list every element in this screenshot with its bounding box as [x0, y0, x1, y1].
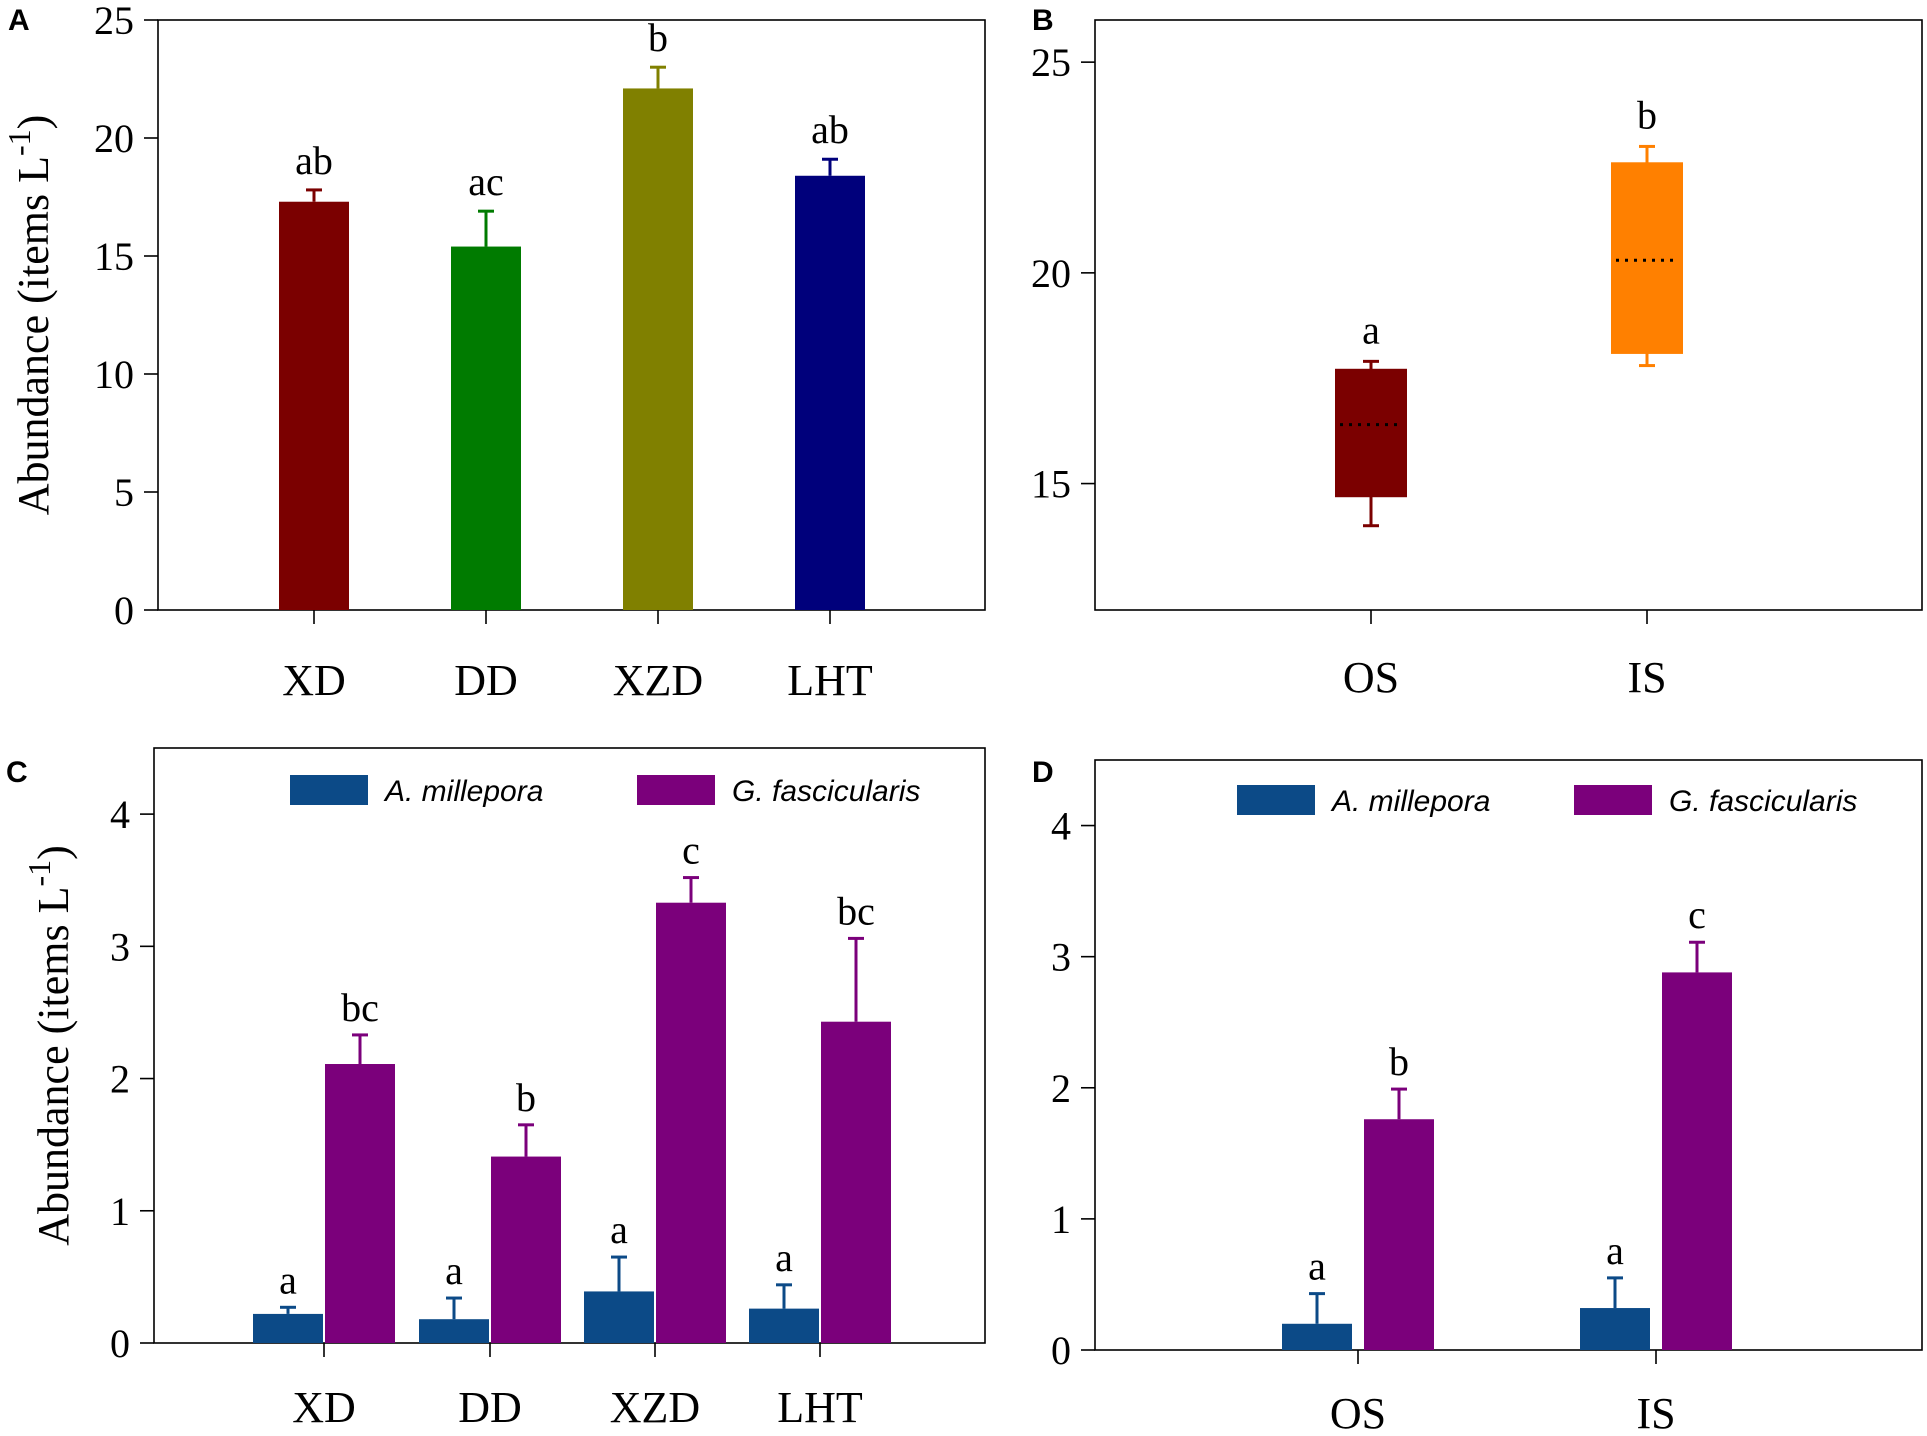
bar-XD-a-millepora: [253, 1313, 323, 1343]
y-tick-label-a: 5: [114, 470, 134, 515]
panel-label-B: B: [1032, 4, 1054, 37]
y-tick-label-b: 20: [1031, 251, 1071, 296]
legend-swatch: [1237, 785, 1315, 815]
x-tick-label-a: XD: [282, 656, 346, 705]
y-tick-label-d: 2: [1051, 1066, 1071, 1111]
significance-letter: c: [1688, 892, 1706, 937]
legend-swatch: [637, 775, 715, 805]
significance-letter: bc: [837, 888, 875, 933]
bar-XZD: [623, 88, 693, 610]
x-tick-label-b: IS: [1627, 653, 1666, 702]
y-tick-label-d: 4: [1051, 804, 1071, 849]
bar-DD-g-fascicularis: [491, 1156, 561, 1343]
significance-letter: a: [279, 1257, 297, 1302]
y-axis-label-text: Abundance (items L: [9, 156, 58, 515]
y-axis-label-sup: -1: [1, 129, 37, 156]
significance-letter: a: [775, 1235, 793, 1280]
y-tick-label-a: 0: [114, 588, 134, 633]
panel-c: Ca bc a b a c a bc A. millepora G. fascicularis 0 1…: [6, 747, 986, 1432]
significance-letter: b: [648, 15, 668, 60]
bar-LHT: [795, 175, 865, 610]
legend-label: A. millepora: [383, 775, 543, 808]
y-axis-label-sup: -1: [21, 860, 57, 887]
x-tick-label-a: LHT: [787, 656, 873, 705]
x-tick-label-d: IS: [1636, 1389, 1675, 1436]
bar-XZD-a-millepora: [584, 1291, 654, 1343]
x-tick-label-a: DD: [454, 656, 518, 705]
y-axis-label-close: ): [9, 115, 58, 130]
x-tick-label-c: XD: [292, 1383, 356, 1432]
bar-IS-g-fascicularis: [1662, 972, 1732, 1350]
bar-DD: [451, 246, 521, 610]
bar-OS-g-fascicularis: [1364, 1119, 1434, 1350]
legend-label: A. millepora: [1330, 785, 1490, 818]
significance-letter: bc: [341, 985, 379, 1030]
y-tick-label-d: 3: [1051, 935, 1071, 980]
significance-letter: b: [1389, 1039, 1409, 1084]
bar-XD: [279, 201, 349, 610]
bar-DD-a-millepora: [419, 1319, 489, 1343]
y-tick-label-b: 25: [1031, 40, 1071, 85]
legend-swatch: [1574, 785, 1652, 815]
significance-letter: b: [516, 1075, 536, 1120]
plot-frame-D: [1094, 759, 1923, 1351]
bar-IS-a-millepora: [1580, 1308, 1650, 1350]
y-tick-label-a: 10: [94, 352, 134, 397]
y-tick-label-c: 2: [110, 1057, 130, 1102]
plot-frame-C: [153, 747, 986, 1344]
significance-letter: b: [1637, 92, 1657, 137]
box-IS: [1611, 162, 1683, 354]
y-tick-label-a: 20: [94, 116, 134, 161]
y-tick-label-c: 0: [110, 1321, 130, 1366]
y-axis-label-text: Abundance (items L: [29, 887, 78, 1246]
y-tick-label-a: 25: [94, 0, 134, 43]
y-axis-label-close: ): [29, 845, 78, 860]
bar-LHT-g-fascicularis: [821, 1021, 891, 1343]
significance-letter: a: [445, 1248, 463, 1293]
legend-label: G. fascicularis: [732, 775, 920, 808]
significance-letter: a: [1606, 1228, 1624, 1273]
bar-XD-g-fascicularis: [325, 1064, 395, 1343]
bar-OS-a-millepora: [1282, 1323, 1352, 1350]
y-tick-label-c: 4: [110, 792, 130, 837]
panel-label-D: D: [1032, 756, 1054, 789]
legend-label: G. fascicularis: [1669, 785, 1857, 818]
significance-letter: ac: [468, 159, 504, 204]
significance-letter: c: [682, 828, 700, 873]
bar-XZD-g-fascicularis: [656, 902, 726, 1343]
y-tick-label-a: 15: [94, 234, 134, 279]
legend-swatch: [290, 775, 368, 805]
plot-frame-B: [1094, 19, 1923, 611]
significance-letter: a: [610, 1207, 628, 1252]
box-OS: [1335, 368, 1407, 498]
x-tick-label-c: LHT: [777, 1383, 863, 1432]
panel-a: Aab ac b ab 0 5 10 15 20 25 XD DD XZD LHT Abundance (i…: [1, 0, 986, 705]
x-tick-label-c: XZD: [610, 1383, 700, 1432]
plot-frame-A: [157, 19, 986, 611]
x-tick-label-c: DD: [458, 1383, 522, 1432]
x-tick-label-a: XZD: [613, 656, 703, 705]
panel-b: Ba b 15 20 25 OS IS: [1031, 4, 1923, 702]
y-tick-label-d: 1: [1051, 1197, 1071, 1242]
panel-label-C: C: [6, 756, 28, 789]
panel-d: Da b a c A. millepora G. fascicularis 0 1 2 3 4 OS I…: [1032, 756, 1923, 1436]
y-axis-label-a: Abundance (items L-1): [1, 115, 58, 516]
significance-letter: a: [1362, 307, 1380, 352]
x-tick-label-d: OS: [1330, 1389, 1386, 1436]
significance-letter: a: [1308, 1244, 1326, 1289]
y-tick-label-c: 1: [110, 1189, 130, 1234]
x-tick-label-b: OS: [1343, 653, 1399, 702]
y-axis-label-c: Abundance (items L-1): [21, 845, 78, 1246]
significance-letter: ab: [295, 138, 333, 183]
y-tick-label-c: 3: [110, 924, 130, 969]
panel-label-A: A: [8, 4, 30, 37]
y-tick-label-d: 0: [1051, 1328, 1071, 1373]
significance-letter: ab: [811, 107, 849, 152]
y-tick-label-b: 15: [1031, 462, 1071, 507]
bar-LHT-a-millepora: [749, 1308, 819, 1343]
